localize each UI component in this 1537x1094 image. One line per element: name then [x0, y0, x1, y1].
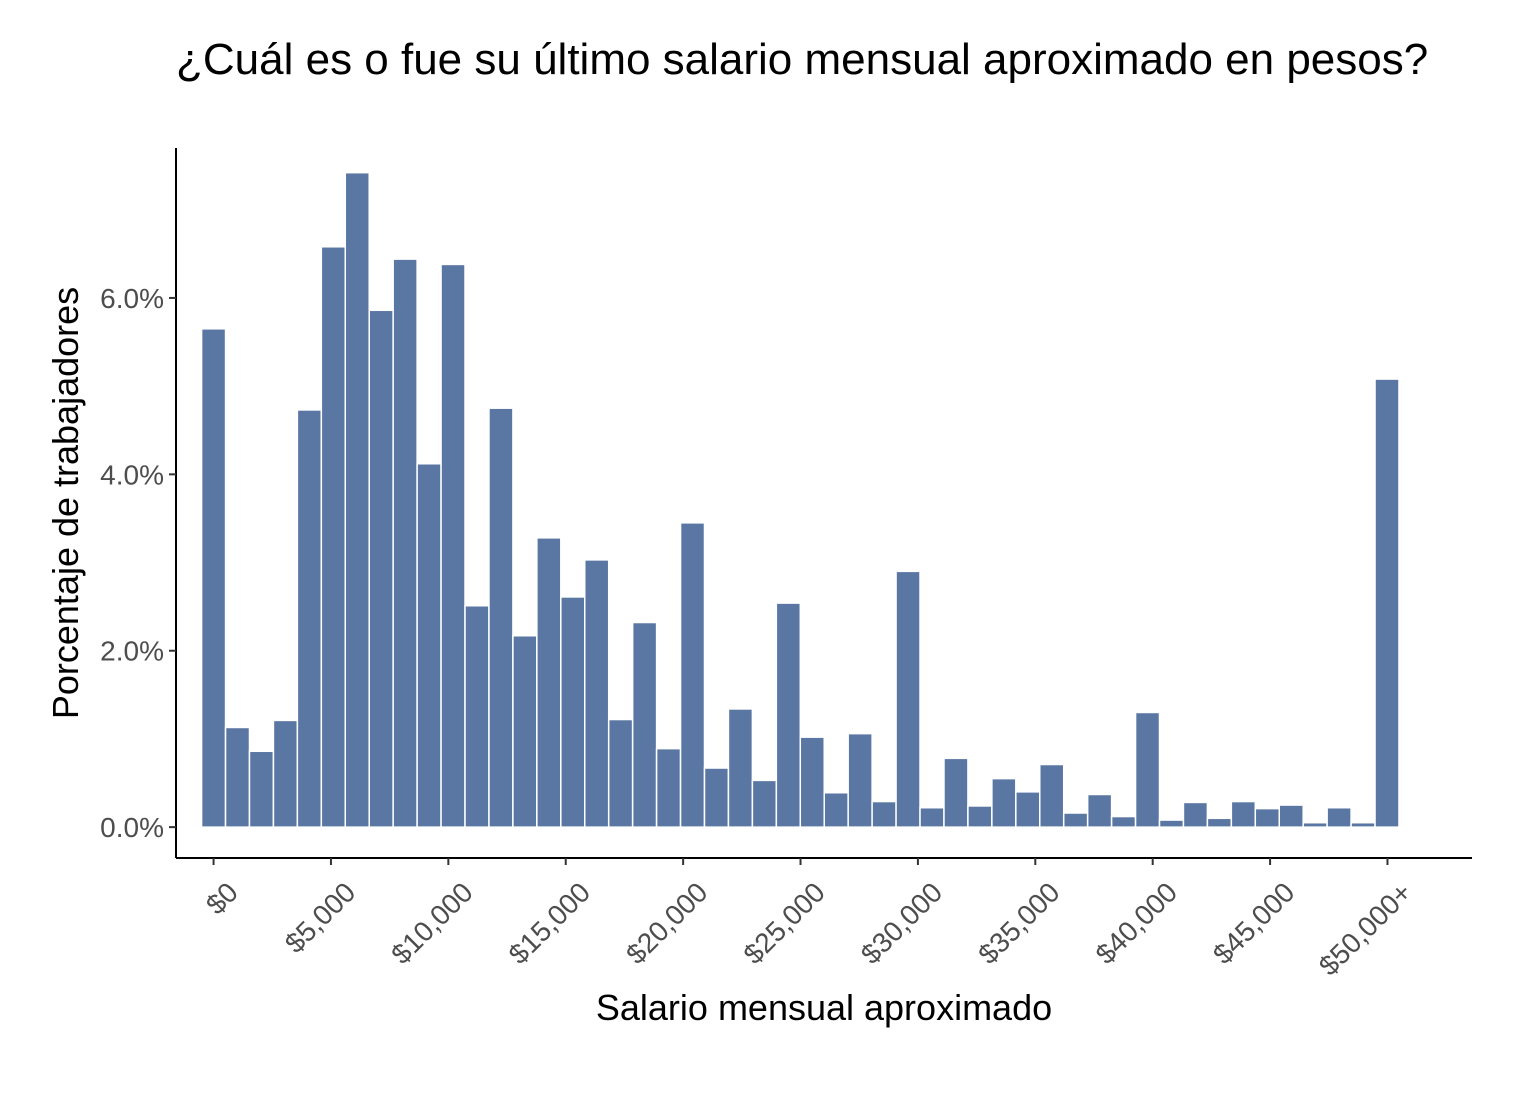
- histogram-bar: [416, 463, 442, 828]
- x-axis-title: Salario mensual aproximado: [596, 987, 1052, 1028]
- histogram-bar: [392, 258, 418, 828]
- histogram-bar: [799, 736, 825, 828]
- histogram-bar: [200, 328, 227, 828]
- y-tick-label: 4.0%: [100, 459, 164, 490]
- histogram-bar: [464, 605, 490, 828]
- bars-group: [200, 171, 1400, 828]
- x-tick-label: $20,000: [620, 876, 713, 969]
- x-tick-label: $15,000: [503, 876, 596, 969]
- y-tick-label: 6.0%: [100, 283, 164, 314]
- histogram-bar: [1374, 378, 1400, 828]
- histogram-bar: [919, 806, 945, 828]
- histogram-bar: [1086, 793, 1113, 828]
- histogram-bar: [368, 309, 394, 828]
- histogram-bar: [751, 779, 778, 828]
- x-tick-label: $50,000+: [1313, 876, 1418, 981]
- x-tick-label: $10,000: [385, 876, 478, 969]
- y-axis-title: Porcentaje de trabajadores: [45, 287, 86, 719]
- histogram-bar: [1278, 804, 1304, 828]
- histogram-bar: [703, 767, 730, 828]
- histogram-bar: [584, 559, 610, 828]
- histogram-bar: [224, 726, 251, 828]
- histogram-bar: [1326, 806, 1352, 828]
- histogram-bar: [1230, 800, 1257, 828]
- histogram-bar: [536, 537, 562, 828]
- histogram-bar: [1062, 812, 1089, 828]
- y-tick-label: 2.0%: [100, 636, 164, 667]
- histogram-bar: [655, 747, 682, 828]
- histogram-bar: [1158, 819, 1185, 828]
- histogram-bar: [272, 719, 299, 828]
- histogram-bar: [560, 596, 586, 828]
- histogram-bar: [1254, 807, 1280, 828]
- histogram-bar: [1182, 801, 1209, 828]
- x-tick-label: $0: [200, 876, 244, 920]
- histogram-bar: [775, 602, 802, 828]
- histogram-bar: [344, 171, 370, 828]
- x-tick-label: $40,000: [1090, 876, 1183, 969]
- y-tick-label: 0.0%: [100, 812, 164, 843]
- histogram-bar: [320, 246, 347, 828]
- histogram-bar: [248, 750, 275, 828]
- histogram-bar: [512, 634, 538, 828]
- histogram-bar: [847, 732, 873, 828]
- histogram-bar: [1134, 711, 1161, 828]
- histogram-bar: [631, 621, 658, 828]
- histogram-bar: [823, 791, 849, 828]
- histogram-bar: [1350, 821, 1376, 828]
- histogram-bar: [679, 522, 706, 828]
- histogram-bar: [943, 757, 969, 828]
- x-tick-label: $5,000: [279, 876, 361, 958]
- histogram-bar: [1015, 791, 1041, 828]
- x-tick-label: $25,000: [737, 876, 830, 969]
- histogram-bar: [967, 805, 993, 828]
- chart-title: ¿Cuál es o fue su último salario mensual…: [176, 35, 1429, 84]
- histogram-bar: [1302, 821, 1328, 828]
- histogram-bar: [991, 777, 1017, 828]
- histogram-bar: [1039, 763, 1065, 828]
- histogram-bar: [871, 800, 897, 828]
- x-tick-label: $30,000: [855, 876, 948, 969]
- x-tick-label: $35,000: [972, 876, 1065, 969]
- y-axis-ticks: 0.0% 2.0% 4.0% 6.0%: [100, 283, 176, 843]
- histogram-bar: [1206, 817, 1233, 828]
- x-axis-ticks: $0 $5,000 $10,000 $15,000 $20,000 $25,000 $30,…: [200, 858, 1418, 982]
- x-tick-label: $45,000: [1207, 876, 1300, 969]
- histogram-bar: [488, 407, 514, 828]
- histogram-bar: [1110, 815, 1137, 828]
- histogram-bar: [895, 570, 921, 828]
- histogram-bar: [440, 263, 466, 828]
- histogram-bar: [607, 718, 634, 828]
- histogram-bar: [296, 409, 323, 828]
- histogram-bar: [727, 708, 754, 828]
